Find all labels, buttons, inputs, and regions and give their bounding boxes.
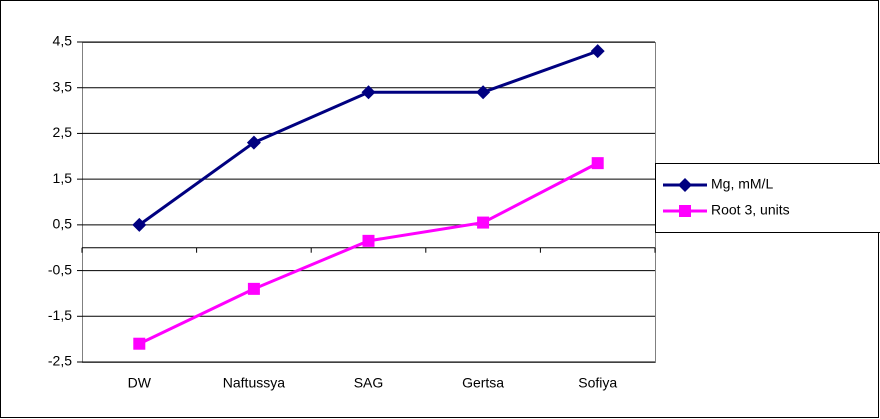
x-tick-label: Naftussya [223,375,285,391]
x-tick-label: Gertsa [462,375,504,391]
marker [476,85,491,100]
marker [678,178,692,192]
x-tick-label: SAG [354,375,384,391]
y-tick-label: 2,5 [53,124,73,140]
legend-box [655,163,880,233]
x-tick-label: DW [128,375,152,391]
x-tick-label: Sofiya [578,375,617,391]
y-tick-label: 0,5 [53,216,73,232]
marker [679,205,691,217]
marker [246,135,261,150]
legend-label: Mg, mM/L [711,176,773,192]
marker [247,282,260,295]
y-tick-label: 4,5 [53,33,73,49]
marker [362,234,375,247]
legend-label: Root 3, units [711,202,790,218]
y-tick-label: 3,5 [53,78,73,94]
y-tick-label: 1,5 [53,170,73,186]
marker [590,44,605,59]
y-tick-label: -2,5 [48,353,72,369]
marker [133,337,146,350]
marker [132,217,147,232]
y-tick-label: -1,5 [48,307,72,323]
y-tick-label: -0,5 [48,261,72,277]
marker [477,216,490,229]
marker [591,157,604,170]
marker [361,85,376,100]
